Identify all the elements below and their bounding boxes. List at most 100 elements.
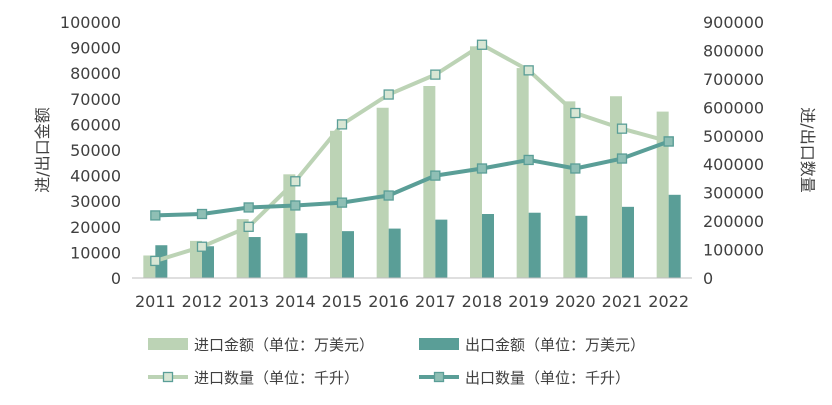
export-amount-bar-2017 [435,219,448,278]
y-right-tick-700000: 700000 [703,70,764,89]
right-axis-ticks: 0 100000 200000 300000 400000 500000 600000 700… [703,13,764,288]
y-right-tick-0: 0 [703,269,713,288]
export-amount-bar-2013 [248,237,261,278]
legend-export-amount: 出口金额（单位：万美元） [419,336,645,354]
y-left-tick-50000: 50000 [70,141,121,160]
bar-layer [143,46,681,279]
legend-export-quantity-swatch-marker [433,371,445,383]
y-right-axis-title: 进/出口数量 [798,107,817,192]
y-right-tick-900000: 900000 [703,13,764,32]
import-amount-bar-2017 [423,86,436,278]
export-quantity-marker-2022 [663,136,674,147]
export-amount-bar-2011 [155,245,168,278]
export-amount-bar-2015 [342,231,354,278]
y-left-axis-title: 进/出口金额 [33,107,52,192]
legend: 进口金额（单位：万美元） 出口金额（单位：万美元） 进口数量（单位：千升） 出口数量（… [148,336,645,387]
export-quantity-marker-2017 [430,170,441,181]
y-left-tick-40000: 40000 [70,167,121,186]
legend-import-amount-swatch [148,338,188,350]
import-quantity-marker-2017 [430,69,441,80]
import-amount-bar-2016 [376,107,389,278]
legend-export-amount-label: 出口金额（单位：万美元） [465,336,645,354]
import-quantity-marker-2015 [336,119,348,130]
y-right-tick-100000: 100000 [703,241,764,260]
export-quantity-marker-2019 [523,154,534,166]
y-left-tick-20000: 20000 [70,218,121,237]
import-amount-bar-2020 [563,101,576,278]
import-quantity-marker-2019 [523,65,534,76]
y-right-tick-600000: 600000 [703,98,764,117]
x-axis-ticks: 2011 2012 2013 2014 2015 2016 2017 2018 2019 2020… [135,292,689,311]
x-tick-2012: 2012 [182,292,223,311]
import-quantity-marker-2013 [243,221,254,232]
import-quantity-marker-2014 [290,176,301,187]
import-quantity-marker-2011 [150,255,161,267]
x-tick-2019: 2019 [508,292,549,311]
legend-import-amount: 进口金额（单位：万美元） [148,336,374,354]
export-amount-bar-2021 [622,206,634,278]
x-tick-2017: 2017 [415,292,456,311]
x-tick-2011: 2011 [135,292,176,311]
x-tick-2016: 2016 [368,292,409,311]
export-quantity-marker-2018 [476,163,488,174]
export-amount-bar-2018 [482,214,494,278]
import-amount-bar-2014 [283,174,296,278]
x-tick-2022: 2022 [648,292,689,311]
export-quantity-marker-2012 [196,208,208,220]
export-quantity-marker-2014 [290,200,301,211]
export-quantity-marker-2015 [336,197,348,208]
y-right-tick-500000: 500000 [703,127,764,146]
import-amount-bar-2022 [656,111,669,278]
export-amount-bar-2019 [528,212,541,278]
y-right-tick-300000: 300000 [703,184,764,203]
import-amount-bar-2013 [236,219,249,278]
legend-import-quantity: 进口数量（单位：千升） [148,369,359,387]
y-left-tick-10000: 10000 [70,243,121,262]
legend-import-quantity-swatch-marker [162,371,174,383]
export-quantity-marker-2013 [243,202,254,213]
export-quantity-line [155,139,670,218]
import-quantity-marker-2020 [570,107,581,119]
export-quantity-marker-2021 [616,153,628,164]
export-quantity-marker-2016 [383,190,394,201]
import-amount-bar-2018 [470,46,482,278]
legend-export-amount-swatch [419,338,459,350]
export-quantity-marker-2020 [570,163,581,174]
import-quantity-marker-2018 [476,39,488,50]
y-left-tick-60000: 60000 [70,115,121,134]
left-axis-ticks: 0 10000 20000 30000 40000 50000 60000 70000 8000… [60,13,121,288]
export-amount-bar-2020 [575,215,588,278]
y-right-tick-200000: 200000 [703,212,764,231]
export-amount-bar-2022 [668,194,681,278]
legend-export-quantity-label: 出口数量（单位：千升） [465,369,630,387]
x-tick-2014: 2014 [275,292,316,311]
x-tick-2020: 2020 [555,292,596,311]
import-quantity-marker-2012 [196,241,208,252]
y-right-tick-800000: 800000 [703,41,764,60]
import-amount-bar-2019 [516,68,529,278]
import-amount-bar-2021 [610,96,622,279]
y-left-tick-90000: 90000 [70,39,121,58]
y-left-tick-0: 0 [111,269,121,288]
x-tick-2018: 2018 [462,292,503,311]
x-tick-2015: 2015 [322,292,363,311]
x-tick-2021: 2021 [602,292,643,311]
line-layer [150,39,674,267]
export-amount-bar-2016 [388,228,401,278]
import-quantity-marker-2021 [616,123,628,134]
legend-import-quantity-label: 进口数量（单位：千升） [194,369,359,387]
y-left-tick-80000: 80000 [70,64,121,83]
import-quantity-marker-2016 [383,89,394,100]
y-left-tick-30000: 30000 [70,192,121,211]
y-left-tick-70000: 70000 [70,90,121,109]
x-tick-2013: 2013 [228,292,269,311]
import-quantity-line [154,42,670,263]
export-amount-bar-2012 [202,246,214,278]
legend-export-quantity: 出口数量（单位：千升） [419,369,630,387]
legend-import-amount-label: 进口金额（单位：万美元） [194,336,374,354]
export-amount-bar-2014 [295,233,308,278]
export-quantity-marker-2011 [150,210,161,221]
y-right-tick-400000: 400000 [703,155,764,174]
y-left-tick-100000: 100000 [60,13,121,32]
